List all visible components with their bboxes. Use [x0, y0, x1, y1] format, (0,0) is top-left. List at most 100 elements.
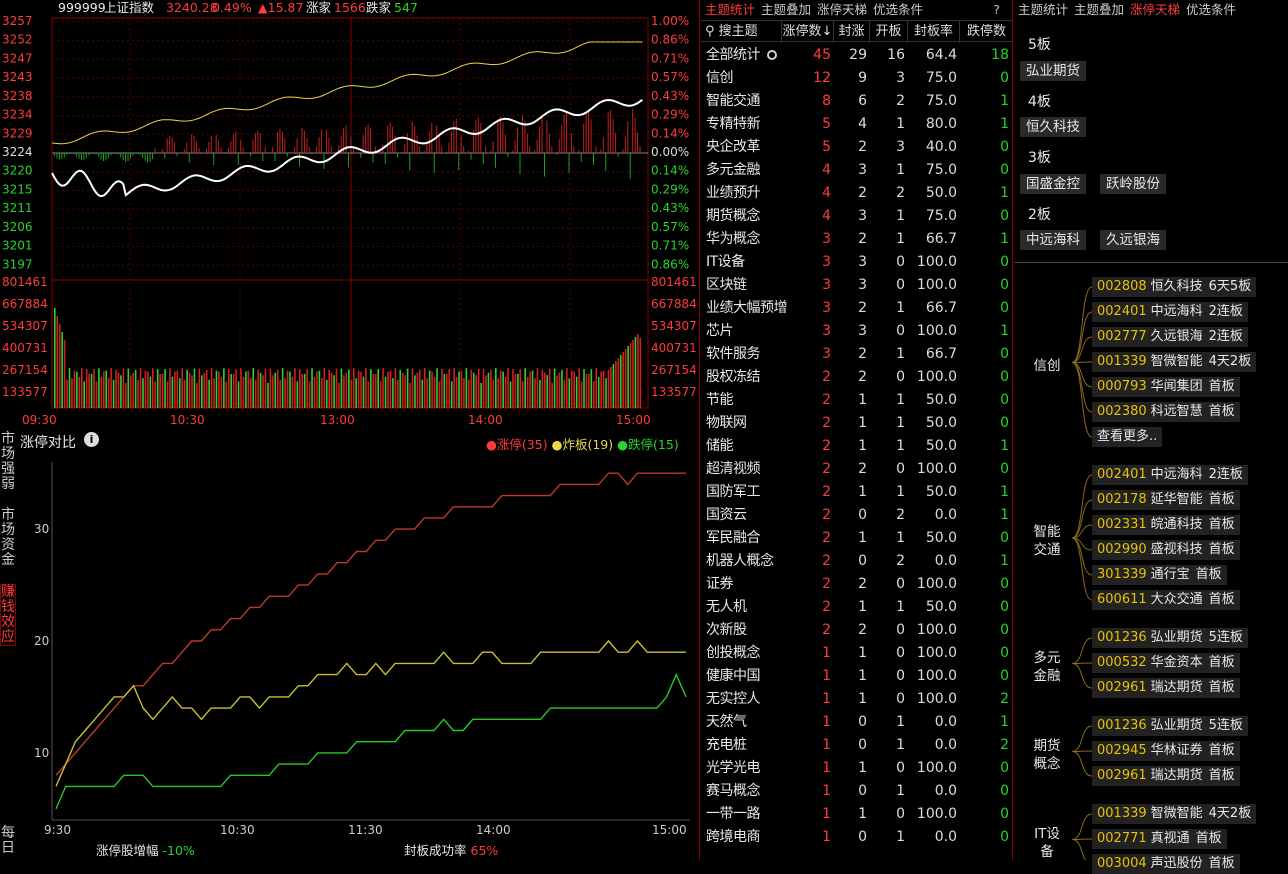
tree-stock[interactable]: 002401 中远海科 2连板 — [1092, 302, 1248, 322]
table-row[interactable]: 多元金融 4 3 1 75.0 0 — [701, 159, 1013, 182]
tab-daily[interactable]: 每日 — [0, 826, 16, 856]
table-row[interactable]: 证券 2 2 0 100.0 0 — [701, 573, 1013, 596]
table-row[interactable]: 国资云 2 0 2 0.0 1 — [701, 504, 1013, 527]
tree-stock[interactable]: 000793 华闻集团 首板 — [1092, 377, 1240, 397]
tab-limit-ladder[interactable]: 涨停天梯 — [1130, 2, 1181, 17]
tab-theme-overlay[interactable]: 主题叠加 — [761, 2, 812, 17]
tab-money-effect[interactable]: 赚钱效应 — [0, 584, 16, 646]
limit-compare-chart[interactable]: 30 20 10 9:30 10:30 11:30 14:00 15:00 — [0, 450, 700, 860]
table-row[interactable]: 无实控人 1 1 0 100.0 2 — [701, 688, 1013, 711]
table-row[interactable]: 次新股 2 2 0 100.0 0 — [701, 619, 1013, 642]
table-row[interactable]: 机器人概念 2 0 2 0.0 1 — [701, 550, 1013, 573]
ladder-stock[interactable]: 弘业期货 — [1020, 61, 1086, 81]
table-row[interactable]: 全部统计 45 29 16 64.4 18 — [701, 44, 1013, 67]
tree-category[interactable]: IT设备 — [1034, 825, 1060, 860]
table-row[interactable]: 健康中国 1 1 0 100.0 0 — [701, 665, 1013, 688]
table-row[interactable]: 芯片 3 3 0 100.0 1 — [701, 320, 1013, 343]
help-icon[interactable]: ? — [993, 2, 1000, 17]
tab-filter[interactable]: 优选条件 — [1186, 2, 1237, 17]
volume-bar — [477, 368, 480, 408]
table-row[interactable]: 物联网 2 1 1 50.0 0 — [701, 412, 1013, 435]
col-seal-rate[interactable]: 封板率 — [907, 21, 959, 43]
ladder-stock[interactable]: 中远海科 — [1020, 230, 1086, 250]
table-row[interactable]: 业绩大幅预增 3 2 1 66.7 0 — [701, 297, 1013, 320]
tree-stock[interactable]: 002945 华林证券 首板 — [1092, 741, 1240, 761]
breadth-bar — [521, 114, 523, 153]
col-opened[interactable]: 开板 — [869, 21, 907, 43]
ladder-stock[interactable]: 跃岭股份 — [1100, 174, 1166, 194]
tree-stock[interactable]: 001339 智微智能 4天2板 — [1092, 804, 1257, 824]
tree-category[interactable]: 期货概念 — [1033, 737, 1061, 772]
search-theme[interactable]: ⚲ 搜主题 — [701, 21, 781, 43]
table-row[interactable]: 华为概念 3 2 1 66.7 1 — [701, 228, 1013, 251]
table-row[interactable]: 创投概念 1 1 0 100.0 0 — [701, 642, 1013, 665]
tree-category[interactable]: 信创 — [1033, 357, 1061, 374]
ladder-stock[interactable]: 国盛金控 — [1020, 174, 1086, 194]
tree-stock[interactable]: 001236 弘业期货 5连板 — [1092, 628, 1248, 648]
tab-market-strength[interactable]: 市场强弱 — [0, 432, 16, 492]
table-row[interactable]: 一带一路 1 1 0 100.0 0 — [701, 803, 1013, 826]
table-row[interactable]: 业绩预升 4 2 2 50.0 1 — [701, 182, 1013, 205]
table-row[interactable]: 区块链 3 3 0 100.0 0 — [701, 274, 1013, 297]
tree-stock[interactable]: 001339 智微智能 4天2板 — [1092, 352, 1257, 372]
table-row[interactable]: 软件服务 3 2 1 66.7 0 — [701, 343, 1013, 366]
tab-limit-ladder[interactable]: 涨停天梯 — [817, 2, 868, 17]
table-row[interactable]: 赛马概念 1 0 1 0.0 0 — [701, 780, 1013, 803]
limit-down-count: 1 — [1000, 116, 1009, 132]
table-row[interactable]: 储能 2 1 1 50.0 1 — [701, 435, 1013, 458]
tree-stock[interactable]: 002331 皖通科技 首板 — [1092, 515, 1240, 535]
tree-stock[interactable]: 002178 延华智能 首板 — [1092, 490, 1240, 510]
index-chart[interactable]: 3257 1.00% 3252 0.86% 3247 0.71% 3243 0.57% 3238… — [0, 0, 700, 430]
tree-stock[interactable]: 002401 中远海科 2连板 — [1092, 465, 1248, 485]
col-sealed[interactable]: 封涨 — [833, 21, 869, 43]
table-row[interactable]: 充电桩 1 0 1 0.0 2 — [701, 734, 1013, 757]
tab-theme-overlay[interactable]: 主题叠加 — [1074, 2, 1125, 17]
breadth-bar — [634, 117, 636, 153]
more-link[interactable]: 查看更多.. — [1092, 427, 1163, 447]
table-row[interactable]: 股权冻结 2 2 0 100.0 0 — [701, 366, 1013, 389]
tree-stock[interactable]: 003004 声迅股份 首板 — [1092, 854, 1240, 874]
circle-icon[interactable] — [767, 50, 777, 60]
table-row[interactable]: 军民融合 2 1 1 50.0 0 — [701, 527, 1013, 550]
table-row[interactable]: 信创 12 9 3 75.0 0 — [701, 67, 1013, 90]
table-row[interactable]: 光学光电 1 1 0 100.0 0 — [701, 757, 1013, 780]
tree-category[interactable]: 智能交通 — [1033, 524, 1061, 558]
volume-bar — [242, 376, 245, 408]
tree-stock[interactable]: 600611 大众交通 首板 — [1092, 590, 1240, 610]
breadth-bar — [362, 135, 364, 153]
ladder-stock[interactable]: 恒久科技 — [1020, 117, 1086, 137]
tree-stock[interactable]: 001236 弘业期货 5连板 — [1092, 716, 1248, 736]
tab-market-funds[interactable]: 市场资金 — [0, 508, 16, 568]
tree-stock[interactable]: 002771 真视通 首板 — [1092, 829, 1227, 849]
table-row[interactable]: 期货概念 4 3 1 75.0 0 — [701, 205, 1013, 228]
info-icon[interactable]: i — [84, 432, 99, 447]
tree-stock[interactable]: 002961 瑞达期货 首板 — [1092, 678, 1240, 698]
tree-stock[interactable]: 002990 盛视科技 首板 — [1092, 540, 1240, 560]
tree-stock[interactable]: 002380 科远智慧 首板 — [1092, 402, 1240, 422]
table-row[interactable]: 节能 2 1 1 50.0 0 — [701, 389, 1013, 412]
col-limit-down[interactable]: 跌停数 — [959, 21, 1013, 43]
tree-stock[interactable]: 301339 通行宝 首板 — [1092, 565, 1227, 585]
table-row[interactable]: 央企改革 5 2 3 40.0 0 — [701, 136, 1013, 159]
tree-stock[interactable]: 002777 久远银海 2连板 — [1092, 327, 1248, 347]
table-row[interactable]: 天然气 1 0 1 0.0 1 — [701, 711, 1013, 734]
table-row[interactable]: 跨境电商 1 0 1 0.0 0 — [701, 826, 1013, 849]
col-limit-up[interactable]: 涨停数↓ — [781, 21, 833, 43]
table-row[interactable]: 无人机 2 1 1 50.0 0 — [701, 596, 1013, 619]
seal-rate: 75.0 — [925, 70, 957, 86]
table-row[interactable]: 国防军工 2 1 1 50.0 1 — [701, 481, 1013, 504]
ladder-stock[interactable]: 久远银海 — [1100, 230, 1166, 250]
table-row[interactable]: 专精特新 5 4 1 80.0 1 — [701, 113, 1013, 136]
tab-theme-stats[interactable]: 主题统计 — [1018, 2, 1069, 17]
table-row[interactable]: 智能交通 8 6 2 75.0 1 — [701, 90, 1013, 113]
table-row[interactable]: 超清视频 2 2 0 100.0 0 — [701, 458, 1013, 481]
tree-category[interactable]: 多元金融 — [1033, 649, 1061, 684]
tab-theme-stats[interactable]: 主题统计 — [705, 2, 756, 17]
opened-count: 3 — [896, 70, 905, 86]
volume-bar — [272, 375, 274, 408]
tree-stock[interactable]: 002808 恒久科技 6天5板 — [1092, 277, 1257, 297]
tree-stock[interactable]: 002961 瑞达期货 首板 — [1092, 766, 1240, 786]
tree-stock[interactable]: 000532 华金资本 首板 — [1092, 653, 1240, 673]
table-row[interactable]: IT设备 3 3 0 100.0 0 — [701, 251, 1013, 274]
tab-filter[interactable]: 优选条件 — [873, 2, 924, 17]
